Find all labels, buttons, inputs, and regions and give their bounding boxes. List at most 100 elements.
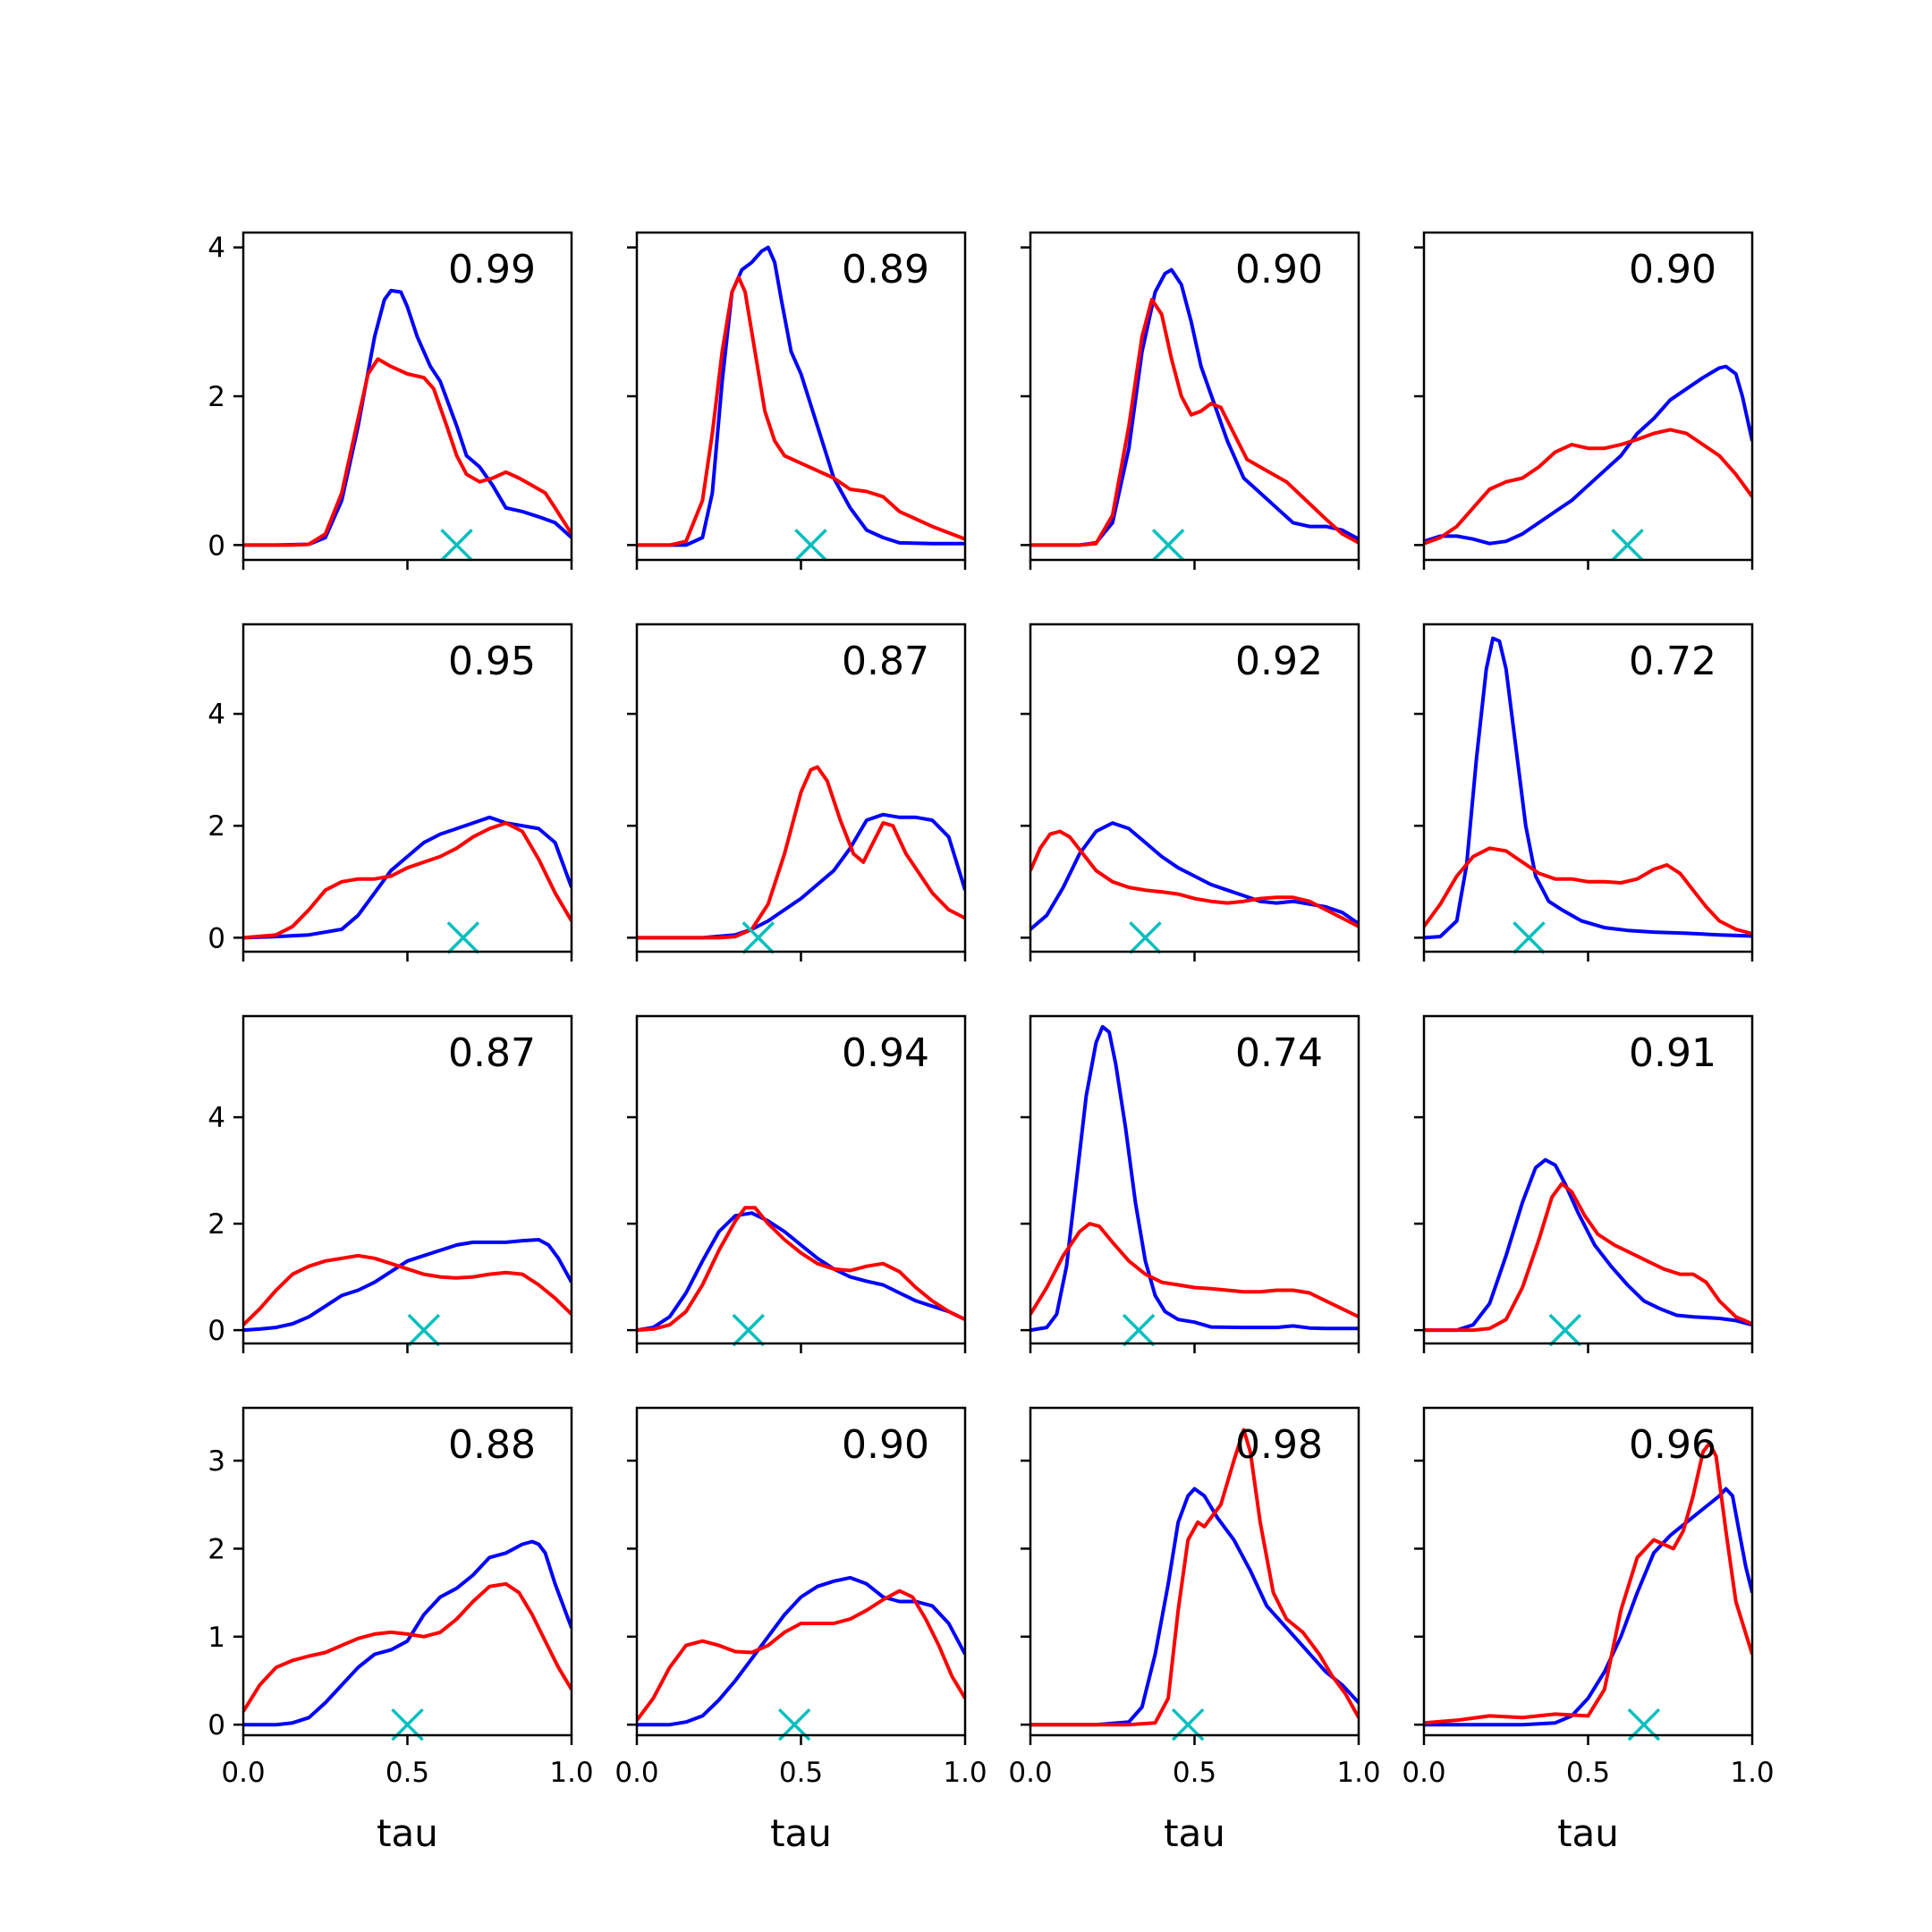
x-marker [440, 529, 473, 562]
blue-curve [243, 1238, 572, 1333]
panel-annotation: 0.74 [1235, 1030, 1323, 1076]
panel-8: 0.72 [1414, 623, 1754, 962]
x-axis-label: tau [770, 1811, 832, 1855]
panel-annotation: 0.88 [448, 1422, 536, 1468]
panel-13: 0 1 2 3 0.0 0.5 1.0 0.88 tau [208, 1406, 594, 1855]
x-marker [1151, 529, 1185, 562]
x-marker [732, 1313, 766, 1347]
blue-curve [1030, 1024, 1359, 1333]
blue-curve [1030, 821, 1359, 931]
blue-curve [637, 812, 965, 940]
panel-annotation: 0.99 [448, 247, 536, 292]
red-curve [637, 1206, 965, 1333]
red-curve [243, 1253, 572, 1326]
x-marker [1611, 529, 1644, 562]
panel-4: 0.90 [1414, 231, 1754, 570]
y-tick-label: 0 [208, 922, 225, 954]
panel-annotation: 0.98 [1235, 1422, 1323, 1468]
red-curve [637, 765, 965, 940]
panel-annotation: 0.94 [842, 1030, 929, 1076]
y-tick-label: 2 [208, 381, 225, 413]
panel-7: 0.92 [1021, 623, 1360, 962]
panel-11: 0.74 [1021, 1014, 1360, 1353]
red-curve [1030, 1222, 1359, 1318]
panel-annotation: 0.90 [1235, 247, 1323, 292]
panel-annotation: 0.92 [1235, 639, 1323, 684]
blue-curve [1424, 1487, 1752, 1727]
y-tick-label: 2 [208, 1533, 225, 1565]
x-tick-label: 1.0 [1730, 1757, 1774, 1789]
red-curve [637, 1589, 965, 1722]
blue-curve [1030, 267, 1359, 547]
x-tick-label: 0.0 [221, 1757, 265, 1789]
panel-15: 0.0 0.5 1.0 0.98 tau [1008, 1406, 1381, 1855]
x-tick-label: 0.5 [779, 1757, 823, 1789]
x-tick-label: 1.0 [1336, 1757, 1380, 1789]
x-tick-label: 0.5 [1566, 1757, 1610, 1789]
panel-annotation: 0.90 [1629, 247, 1716, 292]
red-curve [1424, 428, 1752, 546]
panel-5: 0 2 4 0.95 [208, 623, 573, 962]
x-marker [407, 1313, 441, 1347]
blue-curve [243, 1539, 572, 1727]
x-marker [446, 921, 480, 954]
y-tick-label: 4 [208, 699, 225, 731]
panel-9: 0 2 4 0.87 [208, 1014, 573, 1353]
x-marker [1129, 921, 1162, 954]
blue-curve [243, 815, 572, 940]
x-axis-label: tau [377, 1811, 438, 1855]
panel-annotation: 0.96 [1629, 1422, 1716, 1468]
panel-annotation: 0.91 [1629, 1030, 1716, 1076]
red-curve [637, 275, 965, 547]
y-tick-label: 0 [208, 530, 225, 562]
blue-curve [637, 245, 965, 547]
blue-curve [637, 1211, 965, 1333]
y-tick-label: 2 [208, 810, 225, 843]
blue-curve [1424, 636, 1752, 940]
red-curve [243, 821, 572, 940]
x-tick-label: 0.0 [614, 1757, 658, 1789]
panel-10: 0.94 [627, 1014, 967, 1353]
red-curve [243, 1581, 572, 1713]
blue-curve [1424, 364, 1752, 546]
red-curve [1424, 846, 1752, 936]
x-marker [1513, 921, 1546, 954]
panel-2: 0.89 [627, 231, 967, 570]
x-tick-label: 1.0 [943, 1757, 987, 1789]
blue-curve [243, 288, 572, 547]
y-tick-label: 1 [208, 1622, 225, 1654]
x-marker [794, 529, 827, 562]
y-tick-label: 0 [208, 1709, 225, 1741]
red-curve [1424, 1182, 1752, 1333]
x-marker [1548, 1313, 1582, 1347]
panel-3: 0.90 [1021, 231, 1360, 570]
x-tick-label: 0.0 [1008, 1757, 1052, 1789]
red-curve [1030, 297, 1359, 547]
panel-annotation: 0.87 [842, 639, 929, 684]
panel-16: 0.0 0.5 1.0 0.96 tau [1402, 1406, 1775, 1855]
panel-annotation: 0.89 [842, 247, 929, 292]
y-tick-label: 4 [208, 1102, 225, 1134]
x-axis-label: tau [1164, 1811, 1225, 1855]
panel-14: 0.0 0.5 1.0 0.90 tau [614, 1406, 987, 1855]
x-axis-label: tau [1557, 1811, 1619, 1855]
x-tick-label: 0.0 [1402, 1757, 1445, 1789]
blue-curve [1030, 1487, 1359, 1727]
x-tick-label: 1.0 [549, 1757, 593, 1789]
y-tick-label: 0 [208, 1315, 225, 1347]
x-marker [1122, 1313, 1156, 1347]
red-curve [1030, 829, 1359, 928]
panel-6: 0.87 [627, 623, 967, 962]
x-tick-label: 0.5 [386, 1757, 429, 1789]
blue-curve [1424, 1157, 1752, 1333]
red-curve [1030, 1428, 1359, 1727]
blue-curve [637, 1575, 965, 1727]
panel-1: 0 2 4 0.99 [208, 231, 573, 570]
y-tick-label: 3 [208, 1445, 225, 1478]
x-marker [741, 921, 775, 954]
panel-annotation: 0.87 [448, 1030, 536, 1076]
panel-12: 0.91 [1414, 1014, 1754, 1353]
x-tick-label: 0.5 [1173, 1757, 1216, 1789]
red-curve [243, 357, 572, 547]
